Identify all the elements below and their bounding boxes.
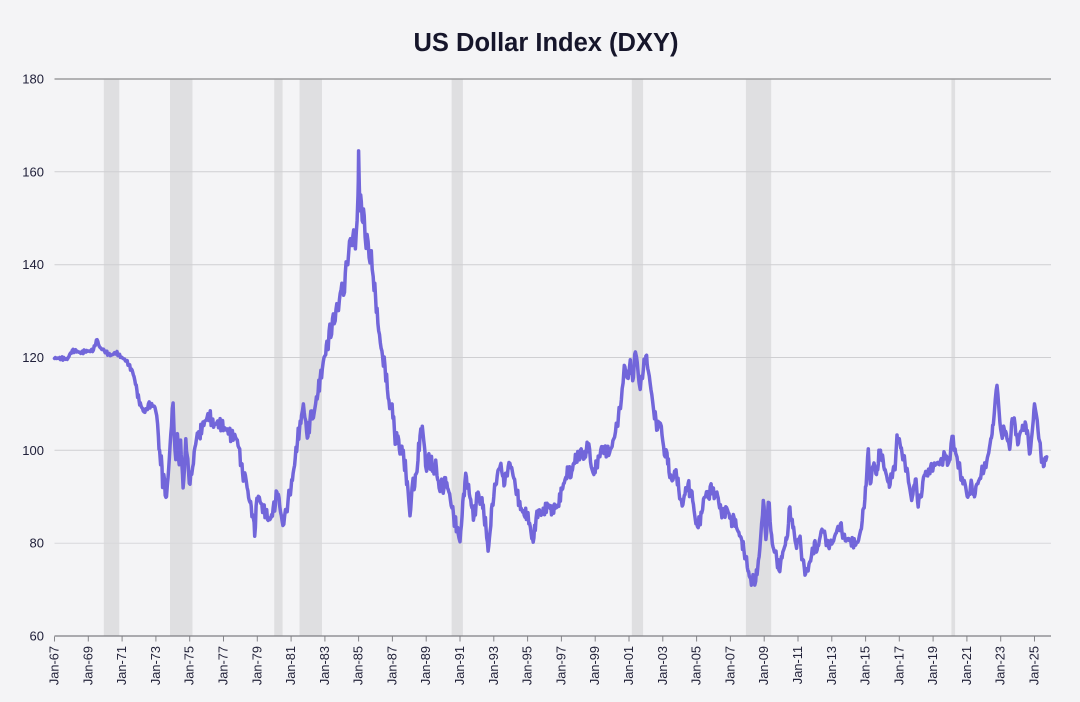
svg-text:Jan-93: Jan-93 [486,646,501,685]
svg-text:180: 180 [22,72,44,87]
svg-text:Jan-17: Jan-17 [891,646,906,685]
svg-text:160: 160 [22,164,44,179]
svg-text:Jan-69: Jan-69 [80,646,95,685]
svg-text:Jan-09: Jan-09 [756,646,771,685]
svg-text:Jan-75: Jan-75 [182,646,197,685]
svg-text:Jan-15: Jan-15 [858,646,873,685]
svg-text:Jan-97: Jan-97 [553,646,568,685]
svg-text:Jan-03: Jan-03 [655,646,670,685]
svg-text:Jan-87: Jan-87 [384,646,399,685]
svg-text:Jan-99: Jan-99 [587,646,602,685]
svg-text:Jan-71: Jan-71 [114,646,129,685]
svg-text:Jan-21: Jan-21 [959,646,974,685]
svg-text:Jan-83: Jan-83 [317,646,332,685]
svg-text:Jan-25: Jan-25 [1027,646,1042,685]
svg-text:100: 100 [22,443,44,458]
svg-text:Jan-85: Jan-85 [351,646,366,685]
svg-text:Jan-13: Jan-13 [824,646,839,685]
svg-text:Jan-89: Jan-89 [418,646,433,685]
svg-text:Jan-91: Jan-91 [452,646,467,685]
svg-text:140: 140 [22,257,44,272]
svg-text:Jan-01: Jan-01 [621,646,636,685]
svg-text:Jan-67: Jan-67 [47,646,62,685]
svg-text:Jan-19: Jan-19 [925,646,940,685]
svg-text:60: 60 [30,629,44,644]
svg-text:Jan-23: Jan-23 [993,646,1008,685]
svg-text:Jan-77: Jan-77 [216,646,231,685]
svg-text:Jan-95: Jan-95 [520,646,535,685]
svg-text:Jan-05: Jan-05 [689,646,704,685]
svg-text:Jan-07: Jan-07 [722,646,737,685]
svg-text:Jan-79: Jan-79 [249,646,264,685]
svg-text:120: 120 [22,350,44,365]
svg-text:Jan-81: Jan-81 [283,646,298,685]
svg-text:80: 80 [30,536,44,551]
svg-text:Jan-73: Jan-73 [148,646,163,685]
svg-text:Jan-11: Jan-11 [790,646,805,684]
